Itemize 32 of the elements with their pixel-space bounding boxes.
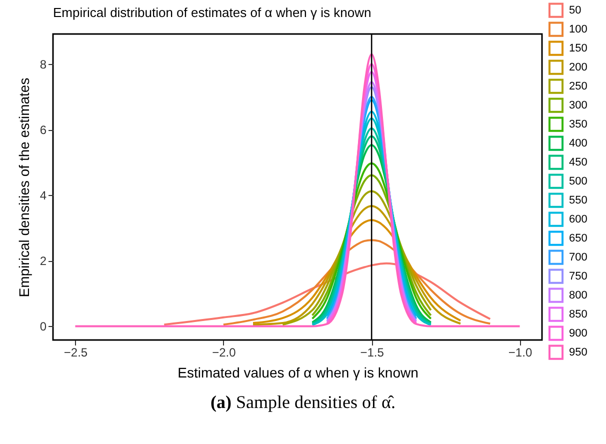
y-tick-label: 6	[40, 123, 47, 138]
legend-label: 800	[569, 289, 588, 302]
x-tick-label: −2.5	[64, 346, 88, 360]
x-tick-label: −1.5	[360, 346, 384, 360]
x-axis-title: Estimated values of α when γ is known	[178, 364, 418, 380]
legend-label: 900	[569, 327, 588, 340]
x-tick-label: −2.0	[212, 346, 236, 360]
legend-label: 950	[569, 346, 588, 358]
legend-label: 350	[569, 118, 588, 130]
y-axis-title: Empirical densities of the estimates	[16, 78, 32, 298]
legend-label: 450	[569, 156, 588, 168]
legend-label: 700	[569, 251, 588, 264]
legend-label: 250	[569, 80, 588, 92]
legend-label: 200	[569, 61, 588, 74]
legend-label: 100	[569, 23, 588, 36]
chart-title: Empirical distribution of estimates of α when γ is known	[53, 5, 372, 20]
y-tick-label: 8	[40, 58, 47, 72]
legend-label: 750	[569, 270, 588, 282]
legend-label: 850	[569, 308, 588, 320]
legend-label: 500	[569, 175, 588, 188]
y-tick-label: 0	[40, 320, 47, 334]
legend-label: 600	[569, 213, 588, 226]
legend-label: 550	[569, 194, 588, 206]
text: (a) Sample densities of α̂.	[210, 392, 396, 413]
legend-label: 150	[569, 42, 588, 54]
legend-label: 300	[569, 99, 588, 112]
legend-label: 650	[569, 232, 588, 244]
legend-label: 400	[569, 137, 588, 150]
y-tick-label: 4	[40, 188, 47, 203]
x-tick-label: −1.0	[508, 346, 532, 360]
legend-label: 50	[569, 4, 582, 16]
y-tick-label: 2	[40, 254, 47, 268]
